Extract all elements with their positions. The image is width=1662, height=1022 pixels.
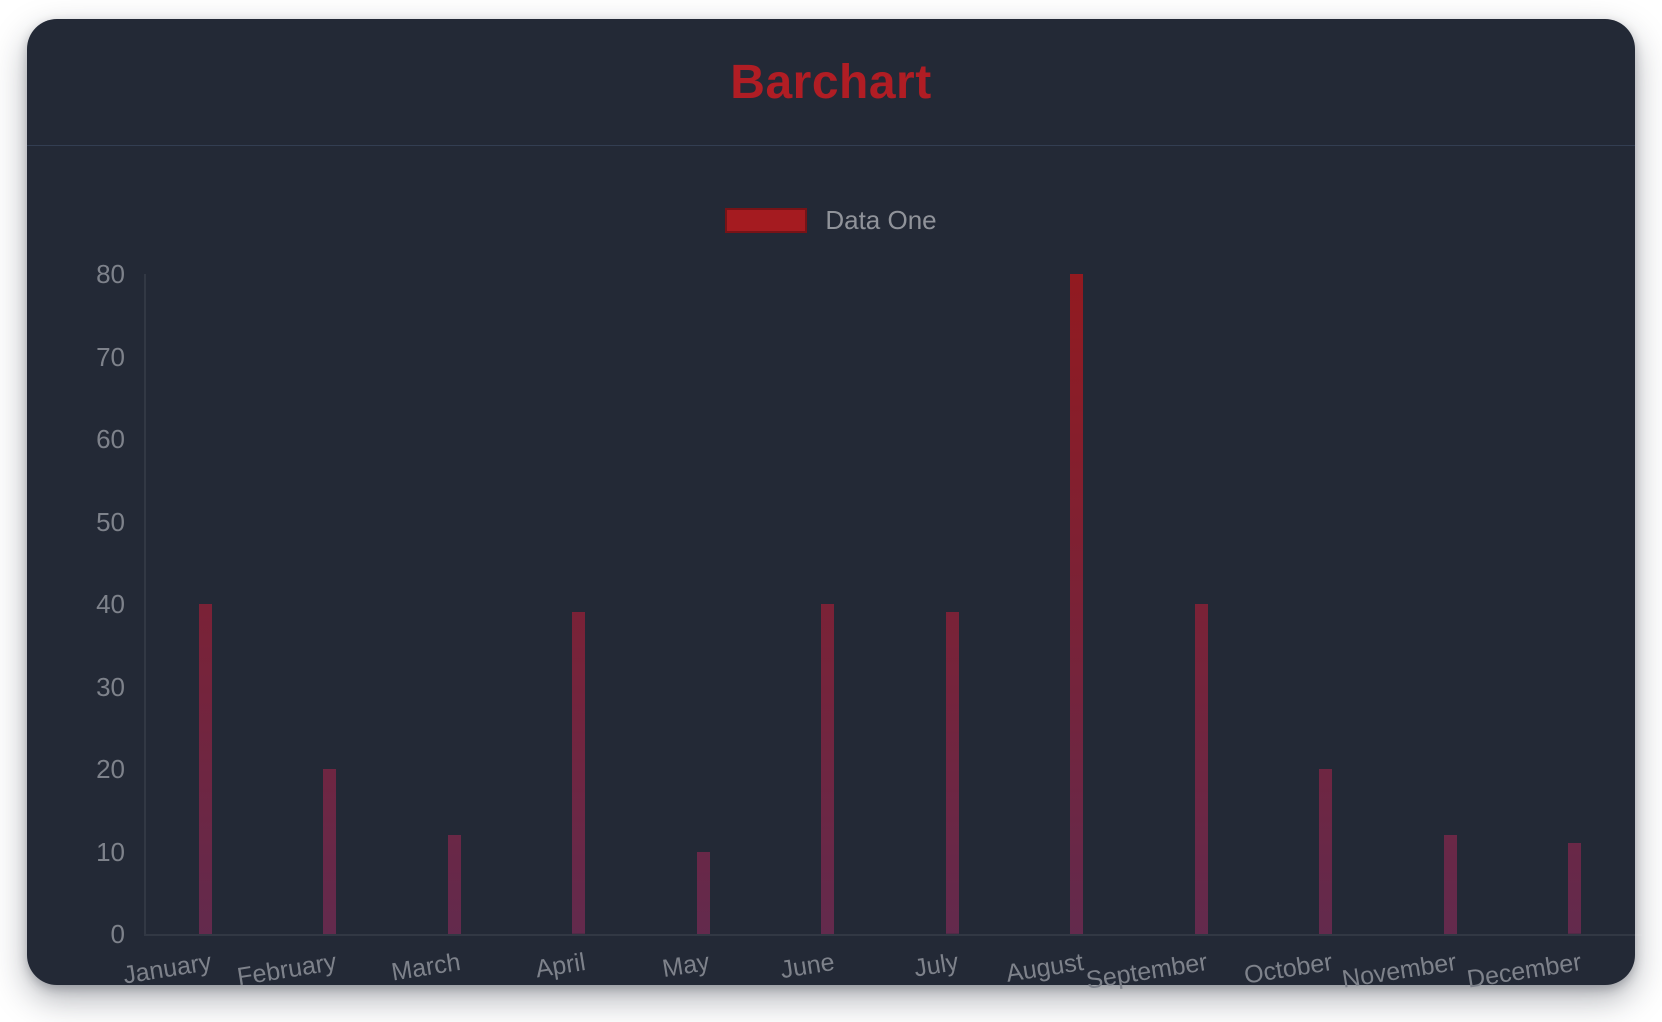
bar-august[interactable] (1070, 274, 1083, 934)
chart-card: Barchart Data One 0 10 20 30 40 50 60 70 80 Janua… (27, 19, 1642, 995)
bar-april[interactable] (572, 612, 585, 934)
legend-item-data-one[interactable]: Data One (27, 205, 1635, 235)
legend-label: Data One (825, 204, 937, 235)
bar-september[interactable] (1194, 604, 1208, 934)
legend-swatch (725, 207, 808, 233)
y-axis-tick-label: 10 (96, 836, 125, 867)
bar-march[interactable] (447, 835, 461, 934)
y-axis-tick-label: 70 (96, 341, 125, 372)
y-axis-tick-label: 30 (96, 671, 125, 702)
bar-december[interactable] (1568, 843, 1581, 934)
x-axis-line (144, 934, 1642, 936)
y-axis-line (144, 274, 146, 934)
chart-header: Barchart (27, 19, 1635, 146)
bar-january[interactable] (198, 604, 212, 934)
y-axis-tick-label: 0 (110, 919, 125, 949)
bar-november[interactable] (1443, 835, 1457, 934)
y-axis-tick-label: 50 (96, 506, 125, 537)
bar-february[interactable] (323, 769, 336, 934)
bar-july[interactable] (945, 612, 959, 934)
chart-title: Barchart (730, 55, 932, 109)
y-axis-tick-label: 60 (96, 424, 125, 454)
y-axis-tick-label: 40 (96, 589, 125, 619)
y-axis-tick-label: 20 (96, 754, 125, 784)
bar-june[interactable] (821, 604, 834, 934)
bar-october[interactable] (1319, 769, 1332, 934)
bar-may[interactable] (696, 851, 710, 934)
plot-area: 0 10 20 30 40 50 60 70 80 January February March Apr… (96, 259, 1642, 995)
y-axis-tick-label: 80 (96, 259, 125, 289)
